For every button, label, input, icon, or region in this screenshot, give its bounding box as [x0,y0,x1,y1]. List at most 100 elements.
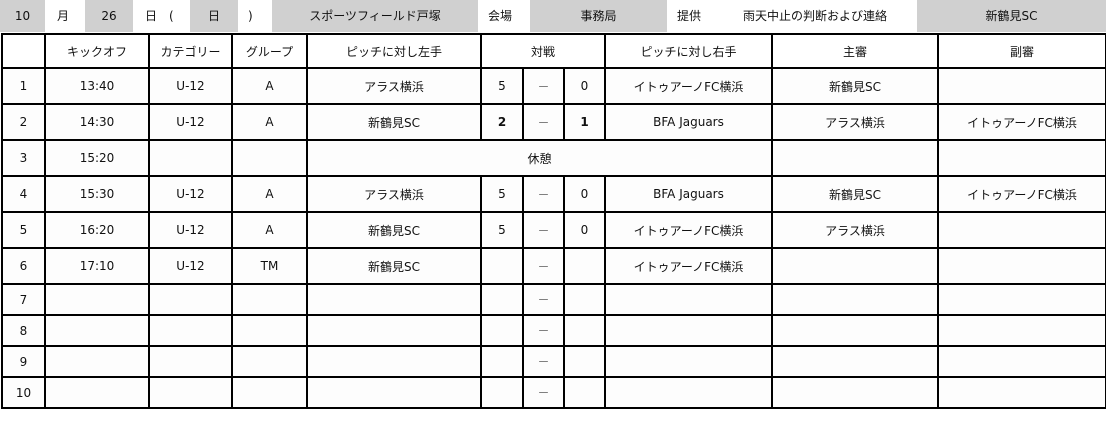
day-label: 日 ( [145,9,174,23]
break-label: 休憩 [306,139,773,177]
provider-label: 提供 [677,9,702,23]
col-header-group: グループ [231,33,308,69]
category: U-12 [148,103,233,141]
left-team [306,314,482,347]
left-team [306,283,482,316]
right-score: 0 [563,211,606,249]
kickoff-time: 15:30 [44,175,150,213]
kickoff-time: 17:10 [44,247,150,285]
left-score: 5 [480,211,524,249]
assistant-referee [937,314,1106,347]
month-value: 10 [0,0,45,32]
referee: 新鶴見SC [771,67,939,105]
row-number: 6 [1,247,46,285]
col-header-match: 対戦 [480,33,606,69]
table-row: 5 16:20 U-12 A 新鶴見SC 5 － 0 イトゥアーノFC横浜 アラス横浜 [1,211,1106,249]
assistant-referee [937,376,1106,409]
table-row: 6 17:10 U-12 TM 新鶴見SC － イトゥアーノFC横浜 [1,247,1106,285]
col-header-category: カテゴリー [148,33,233,69]
assistant-referee [937,67,1106,105]
kickoff-time [44,283,150,316]
assistant-referee [937,211,1106,249]
left-score [480,283,524,316]
right-team [604,345,773,378]
left-team: 新鶴見SC [306,247,482,285]
group: A [231,67,308,105]
group [231,376,308,409]
right-score [563,283,606,316]
table-row: 10 － [1,376,1106,409]
venue-value: スポーツフィールド戸塚 [272,0,478,32]
kickoff-time [44,314,150,347]
referee: アラス横浜 [771,103,939,141]
group: A [231,175,308,213]
weekday-value: 日 [190,0,238,32]
score-separator: － [522,103,565,141]
rain-cancel-label: 雨天中止の判断および連絡 [743,9,888,23]
group [231,345,308,378]
right-score: 1 [563,103,606,141]
left-score [480,345,524,378]
assistant-referee [937,345,1106,378]
referee [771,314,939,347]
col-header-referee: 主審 [771,33,939,69]
venue-label: 会場 [488,9,513,23]
right-team [604,314,773,347]
left-score: 5 [480,67,524,105]
category: U-12 [148,175,233,213]
category [148,139,233,177]
schedule-header-bar: 10 月 26 日 ( 日 ) スポーツフィールド戸塚 会場 事務局 提供 雨天… [0,0,1106,32]
left-team: 新鶴見SC [306,103,482,141]
kickoff-time [44,376,150,409]
category: U-12 [148,211,233,249]
left-team [306,376,482,409]
row-number: 5 [1,211,46,249]
table-header-row: キックオフ カテゴリー グループ ピッチに対し左手 対戦 ピッチに対し右手 主審… [1,33,1106,69]
table-row: 1 13:40 U-12 A アラス横浜 5 － 0 イトゥアーノFC横浜 新鶴見SC [1,67,1106,105]
close-paren: ) [248,9,253,23]
left-score [480,247,524,285]
match-schedule-table: キックオフ カテゴリー グループ ピッチに対し左手 対戦 ピッチに対し右手 主審… [1,33,1106,409]
category [148,314,233,347]
day-value: 26 [85,0,133,32]
table-row: 8 － [1,314,1106,347]
month-label: 月 [57,9,70,23]
right-team: BFA Jaguars [604,103,773,141]
kickoff-time [44,345,150,378]
col-header-right-team: ピッチに対し右手 [604,33,773,69]
right-team [604,283,773,316]
row-number: 10 [1,376,46,409]
contact-value: 新鶴見SC [917,0,1106,32]
group [231,139,308,177]
right-score [563,376,606,409]
score-separator: － [522,247,565,285]
assistant-referee [937,247,1106,285]
row-number: 9 [1,345,46,378]
table-row: 4 15:30 U-12 A アラス横浜 5 － 0 BFA Jaguars 新鶴見SC イトゥアー… [1,175,1106,213]
col-header-no [1,33,46,69]
referee [771,376,939,409]
kickoff-time: 15:20 [44,139,150,177]
row-number: 4 [1,175,46,213]
score-separator: － [522,283,565,316]
table-row: 9 － [1,345,1106,378]
kickoff-time: 13:40 [44,67,150,105]
right-score: 0 [563,175,606,213]
assistant-referee: イトゥアーノFC横浜 [937,175,1106,213]
referee: アラス横浜 [771,211,939,249]
right-team: イトゥアーノFC横浜 [604,67,773,105]
left-team: アラス横浜 [306,175,482,213]
left-score: 2 [480,103,524,141]
category [148,345,233,378]
row-number: 8 [1,314,46,347]
assistant-referee: イトゥアーノFC横浜 [937,103,1106,141]
score-separator: － [522,211,565,249]
referee: 新鶴見SC [771,175,939,213]
col-header-assistant-referee: 副審 [937,33,1106,69]
left-score [480,376,524,409]
table-row: 3 15:20 休憩 [1,139,1106,177]
group [231,283,308,316]
category [148,283,233,316]
right-score: 0 [563,67,606,105]
referee [771,247,939,285]
